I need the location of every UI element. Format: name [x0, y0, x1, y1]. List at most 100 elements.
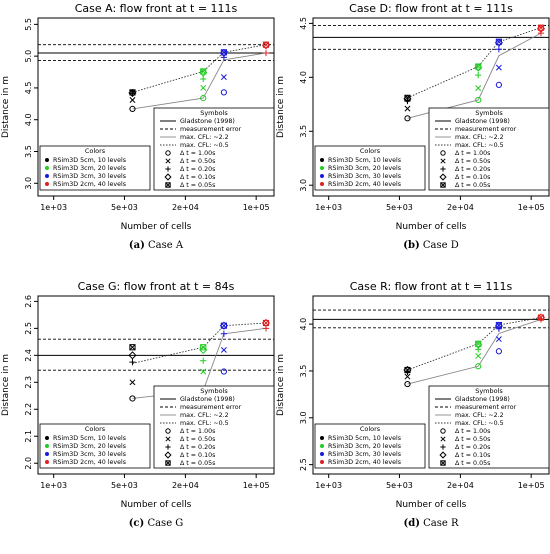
x-tick-label: 1e+03: [315, 481, 342, 490]
data-point-boxx-x: [538, 24, 544, 31]
legend-colors-box: [39, 423, 151, 469]
panel-caption: (a) Case A: [129, 240, 184, 251]
legend-symbol-label: Δ t = 0.20s: [455, 166, 490, 173]
chart-title: Case G: flow front at t = 84s: [78, 280, 235, 293]
data-point-boxx-box: [404, 366, 411, 374]
data-point-boxx-x: [538, 314, 544, 321]
legend-color-dot: [320, 460, 324, 464]
data-point-cross: [495, 64, 502, 71]
legend-marker-boxx-x: [165, 460, 171, 466]
data-point-cross: [220, 346, 227, 353]
data-point-boxx: [129, 344, 136, 351]
x-tick-label: 1e+03: [315, 203, 342, 212]
data-point-boxx-x: [220, 49, 227, 56]
data-point-plus: [220, 330, 228, 337]
data-point-circle: [495, 81, 502, 88]
y-tick-label: 2.3: [24, 376, 33, 389]
legend-marker-boxx: [165, 182, 171, 188]
data-point-boxx-x: [263, 320, 269, 326]
x-tick-label: 5e+03: [111, 481, 138, 490]
legend-colors-box: [314, 145, 426, 191]
data-point-circle: [404, 115, 411, 122]
y-tick-label: 3.5: [299, 125, 308, 138]
legend-symbol-label: Gladstone (1998): [455, 396, 510, 403]
panel-caption-text: Case G: [144, 518, 183, 529]
cfl-0.5-line: [132, 322, 267, 364]
data-point-plus: [537, 29, 545, 37]
data-point-plus: [200, 75, 207, 83]
data-point-boxx: [200, 344, 207, 351]
legend-marker-cross: [440, 158, 446, 164]
legend-symbols-title: Symbols: [475, 387, 503, 395]
legend-symbol-label: Δ t = 1.00s: [455, 428, 490, 435]
y-tick-label: 3.0: [24, 177, 33, 190]
data-point-boxx: [262, 319, 270, 327]
panel-caption-tag: (d): [403, 518, 419, 529]
cfl-0.5-line: [407, 317, 542, 371]
y-tick-label: 3.0: [299, 179, 308, 192]
data-point-circle: [129, 105, 136, 113]
legend-marker-diamond: [439, 173, 447, 181]
legend-symbol-label: Δ t = 0.20s: [180, 444, 215, 451]
y-tick-label: 2.5: [24, 322, 33, 335]
legend-color-label: RSim3D 3cm, 30 levels: [53, 173, 126, 180]
legend-symbol-label: Δ t = 0.50s: [455, 436, 490, 443]
legend-symbol-label: max. CFL: ~0.5: [180, 420, 229, 427]
y-tick-label: 2.5: [299, 458, 308, 471]
legend-symbols-box: [153, 385, 275, 469]
data-point-boxx-x: [200, 344, 207, 351]
data-point-boxx-box: [220, 322, 227, 329]
legend-color-label: RSim3D 5cm, 10 levels: [328, 435, 401, 442]
data-point-boxx-box: [220, 49, 227, 56]
legend-marker-boxx: [440, 182, 446, 188]
legend-color-dot: [320, 182, 324, 186]
legend-symbol-label: Δ t = 0.20s: [455, 444, 490, 451]
legend-symbol-label: Δ t = 0.05s: [455, 182, 490, 189]
legend-color-dot: [320, 174, 324, 178]
x-tick-label: 2e+04: [172, 481, 199, 490]
y-tick-label: 2.0: [24, 457, 33, 470]
cfl-2.2-line: [132, 52, 267, 110]
legend-marker-boxx: [440, 460, 446, 466]
plot-frame: [312, 17, 550, 197]
legend-symbols-box: [153, 107, 275, 191]
legend-symbol-label: Δ t = 1.00s: [180, 428, 215, 435]
legend-marker-boxx-box: [165, 460, 171, 466]
legend-colors-box: [314, 423, 426, 469]
legend-color-dot: [45, 460, 49, 464]
data-point-cross: [404, 373, 411, 380]
legend-symbol-label: max. CFL: ~2.2: [180, 412, 229, 419]
x-tick-label: 1e+03: [40, 481, 67, 490]
legend-color-label: RSim3D 3cm, 30 levels: [328, 173, 401, 180]
y-tick-label: 4.0: [299, 71, 308, 84]
x-tick-label: 1e+05: [518, 481, 545, 490]
legend-color-label: RSim3D 2cm, 40 levels: [328, 181, 401, 188]
data-point-boxx: [404, 366, 411, 374]
x-tick-label: 1e+05: [518, 203, 545, 212]
data-point-boxx-box: [537, 24, 545, 31]
data-point-cross: [129, 97, 136, 103]
x-tick-label: 1e+05: [243, 481, 270, 490]
legend-marker-boxx-box: [165, 182, 171, 188]
cfl-0.5-line: [132, 44, 267, 93]
legend-symbol-label: measurement error: [455, 404, 517, 411]
legend-color-label: RSim3D 3cm, 30 levels: [328, 451, 401, 458]
legend-color-label: RSim3D 3cm, 20 levels: [328, 443, 401, 450]
data-point-plus: [129, 358, 136, 366]
y-tick-label: 5.5: [24, 18, 33, 31]
y-axis-label: Distance in m: [276, 354, 286, 416]
data-point-boxx: [495, 38, 502, 45]
data-point-boxx-x: [475, 340, 482, 347]
legend-symbol-label: Δ t = 0.50s: [180, 158, 215, 165]
legend-marker-diamond: [439, 451, 447, 459]
cfl-2.2-line: [407, 318, 542, 385]
data-point-boxx: [200, 68, 207, 75]
legend-marker-circle: [440, 150, 446, 156]
legend-color-dot: [320, 444, 324, 448]
data-point-boxx-box: [262, 319, 270, 327]
